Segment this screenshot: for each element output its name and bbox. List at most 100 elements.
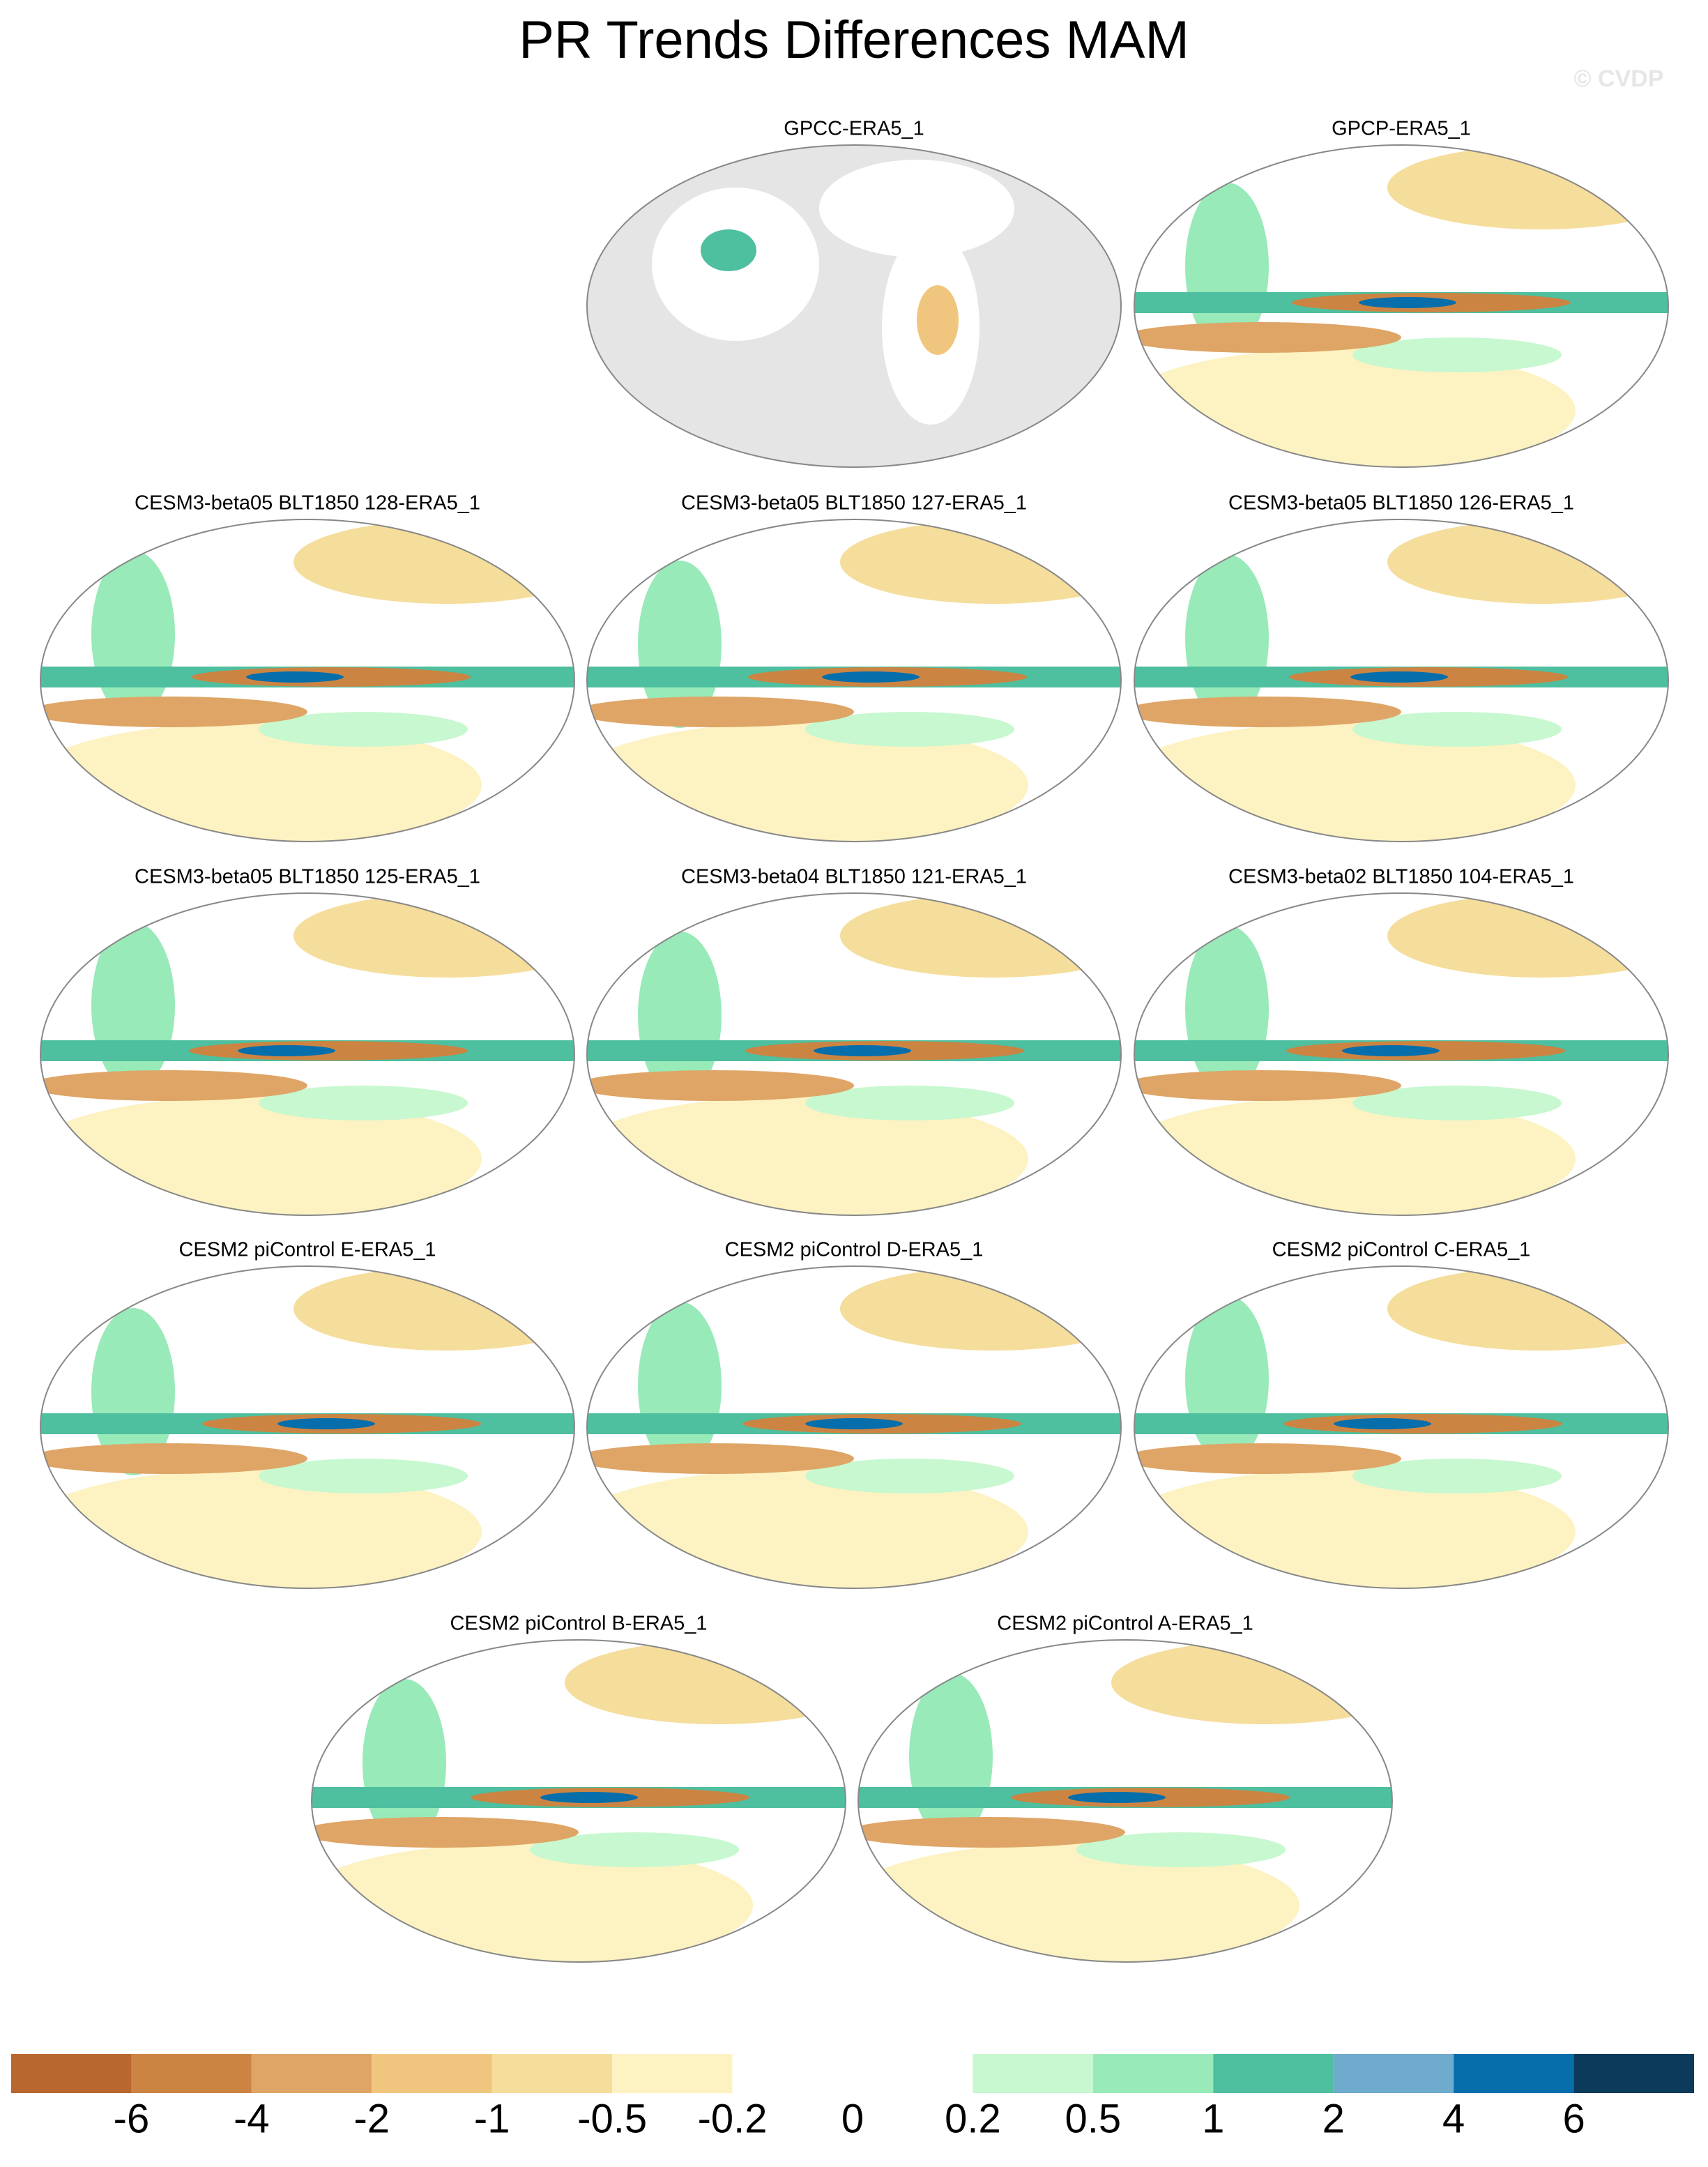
dry-region — [1111, 1641, 1392, 1724]
map — [1134, 1266, 1668, 1588]
wet-region — [1076, 1832, 1286, 1867]
equatorial-band — [1134, 1443, 1401, 1474]
map — [40, 1266, 574, 1588]
panel-title: CESM3-beta05 BLT1850 127-ERA5_1 — [681, 492, 1027, 515]
panel-title: CESM3-beta04 BLT1850 121-ERA5_1 — [681, 866, 1027, 888]
map-border — [40, 892, 575, 1216]
map — [1134, 519, 1668, 842]
panel-title: CESM2 piControl D-ERA5_1 — [725, 1239, 984, 1261]
map — [858, 1640, 1392, 1962]
colorbar-box — [131, 2054, 252, 2093]
wet-region — [805, 1086, 1014, 1120]
wet-region — [805, 712, 1014, 747]
map — [312, 1640, 846, 1962]
colorbar-box — [732, 2054, 853, 2093]
wet-core — [1359, 297, 1456, 308]
wet-region — [805, 1459, 1014, 1493]
map — [587, 145, 1121, 467]
map — [587, 519, 1121, 842]
colorbar-label: -4 — [234, 2096, 270, 2141]
map-border — [40, 1265, 575, 1589]
watermark: © CVDP — [1574, 66, 1664, 92]
wet-region — [1352, 712, 1562, 747]
colorbar-label: 2 — [1322, 2096, 1345, 2141]
dry-region — [840, 894, 1121, 978]
wet-region — [1185, 554, 1269, 722]
map-border — [1134, 1265, 1669, 1589]
colorbar-label: -0.2 — [698, 2096, 768, 2141]
panel-title: CESM3-beta05 BLT1850 125-ERA5_1 — [135, 866, 480, 888]
colorbar-label: -6 — [114, 2096, 150, 2141]
dry-region — [565, 1641, 846, 1724]
wet-core — [822, 671, 920, 683]
panel-title: CESM2 piControl B-ERA5_1 — [450, 1613, 707, 1635]
equatorial-band — [40, 1070, 307, 1101]
wet-core — [1068, 1792, 1166, 1803]
wet-region — [530, 1832, 739, 1867]
colorbar-box — [1092, 2054, 1214, 2093]
wet-core — [1342, 1045, 1440, 1056]
map-border — [857, 1639, 1393, 1963]
map — [40, 893, 574, 1215]
colorbar-box — [491, 2054, 613, 2093]
dry-region — [840, 520, 1121, 604]
map-border — [311, 1639, 846, 1963]
equatorial-band — [312, 1817, 579, 1848]
wet-core — [1350, 671, 1448, 683]
wet-region — [909, 1673, 993, 1840]
map — [1134, 145, 1668, 467]
map — [1134, 893, 1668, 1215]
wet-core — [814, 1045, 911, 1056]
panel-title: CESM2 piControl A-ERA5_1 — [997, 1613, 1253, 1635]
land-region — [819, 160, 1014, 257]
colorbar-label: -2 — [353, 2096, 390, 2141]
map — [587, 1266, 1121, 1588]
dry-region — [293, 1267, 574, 1351]
wet-region — [91, 922, 175, 1089]
wet-region — [259, 1086, 468, 1120]
panel-title: CESM2 piControl C-ERA5_1 — [1272, 1239, 1531, 1261]
panel-title: CESM3-beta05 BLT1850 126-ERA5_1 — [1228, 492, 1574, 515]
colorbar-label: 1 — [1202, 2096, 1224, 2141]
map-border — [1134, 892, 1669, 1216]
colorbar-label: 6 — [1562, 2096, 1585, 2141]
colorbar-label: 0.5 — [1065, 2096, 1122, 2141]
panel-title: CESM3-beta05 BLT1850 128-ERA5_1 — [135, 492, 480, 515]
dry-region — [917, 285, 959, 355]
wet-region — [259, 1459, 468, 1493]
colorbar-box — [612, 2054, 733, 2093]
wet-core — [805, 1418, 903, 1429]
colorbar-label: 4 — [1442, 2096, 1465, 2141]
map — [587, 893, 1121, 1215]
wet-region — [1185, 1295, 1269, 1463]
map-border — [40, 519, 575, 842]
colorbar-box — [973, 2054, 1093, 2093]
equatorial-band — [40, 697, 307, 727]
colorbar-box — [1333, 2054, 1454, 2093]
colorbar-box — [853, 2054, 973, 2093]
wet-region — [1352, 337, 1562, 372]
map-border — [1134, 519, 1669, 842]
dry-region — [293, 520, 574, 604]
colorbar-label: 0.2 — [945, 2096, 1001, 2141]
wet-region — [1352, 1459, 1562, 1493]
equatorial-band — [587, 1070, 854, 1101]
wet-core — [540, 1792, 638, 1803]
colorbar-label: 0 — [841, 2096, 864, 2141]
colorbar-label: -0.5 — [577, 2096, 647, 2141]
equatorial-band — [1134, 1070, 1401, 1101]
wet-region — [701, 229, 756, 271]
wet-region — [1352, 1086, 1562, 1120]
wet-core — [277, 1418, 375, 1429]
equatorial-band — [1134, 322, 1401, 353]
panel-title: CESM3-beta02 BLT1850 104-ERA5_1 — [1228, 866, 1574, 888]
equatorial-band — [1134, 697, 1401, 727]
wet-core — [238, 1045, 335, 1056]
equatorial-band — [587, 1443, 854, 1474]
wet-core — [246, 671, 344, 683]
colorbar-box — [1573, 2054, 1694, 2093]
panel-title: GPCP-ERA5_1 — [1332, 118, 1471, 140]
colorbar-box — [1213, 2054, 1334, 2093]
colorbar-box — [251, 2054, 372, 2093]
equatorial-band — [40, 1443, 307, 1474]
